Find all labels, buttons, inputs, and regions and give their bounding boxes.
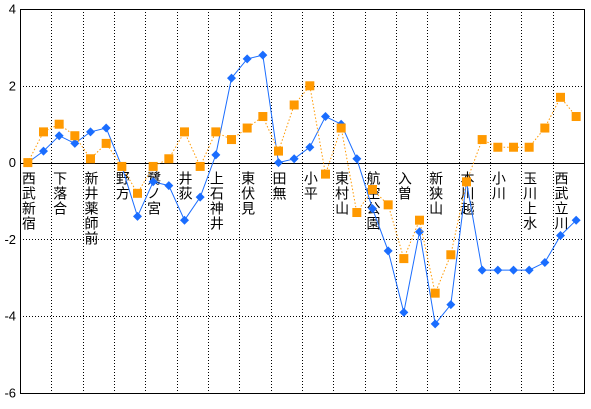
series-2-point [336, 123, 346, 133]
series-1-point [133, 211, 142, 221]
series-1-point [242, 54, 252, 64]
x-tick-label: 小川 [489, 170, 506, 201]
series-1-point [54, 131, 64, 141]
series-2-point [117, 161, 127, 171]
series-1-point [289, 154, 299, 164]
series-2-point [305, 81, 315, 91]
y-tick-label: -4 [4, 309, 16, 324]
series-2-point [274, 146, 283, 156]
series-1-point [86, 127, 95, 137]
series-1-point [540, 257, 550, 267]
series-2-point [211, 127, 221, 137]
series-1-point [368, 204, 377, 214]
series-1-point [524, 265, 534, 275]
series-1-point [70, 138, 80, 148]
series-1-point [258, 50, 268, 60]
series-1-point [430, 319, 440, 329]
series-2-point [23, 158, 33, 168]
series-2-point [227, 135, 236, 145]
x-tick-label: 東伏見 [239, 170, 256, 216]
series-2-point [195, 161, 205, 171]
x-tick-label: 東村山 [333, 170, 350, 216]
series-2-point [446, 250, 456, 260]
series-2-point [101, 138, 111, 148]
series-2-point [180, 127, 189, 137]
series-1-point [556, 231, 565, 241]
series-1-point [383, 246, 393, 256]
series-1-point [227, 73, 236, 83]
y-tick-label: 2 [9, 78, 16, 93]
series-2-point [352, 208, 362, 218]
x-tick-label: 西武新宿 [19, 170, 36, 231]
y-tick-label: 0 [9, 155, 16, 170]
series-2-point [540, 123, 550, 133]
plot-area-border [20, 9, 585, 394]
series-1-point [211, 150, 221, 160]
y-tick-label: -6 [4, 386, 16, 401]
series-2-point [430, 288, 440, 298]
series-1-point [305, 142, 315, 152]
series-1-point [180, 215, 189, 225]
series-2-point [368, 184, 377, 194]
series-2-point [86, 154, 95, 164]
series-2-point [148, 161, 158, 171]
series-1-point [195, 192, 205, 202]
series-2-point [289, 100, 299, 110]
series-1-point [274, 158, 283, 168]
series-2-point [462, 177, 471, 187]
series-2-point [415, 215, 424, 225]
series-1-point [321, 112, 330, 122]
series-2-point [399, 254, 409, 264]
x-tick-label: 新井薬師前 [82, 170, 99, 246]
series-1-point [493, 265, 503, 275]
series-2-point [70, 131, 80, 141]
series-1-point [39, 146, 48, 156]
series-2-point [39, 127, 48, 137]
series-1-point [164, 181, 174, 191]
y-tick-label: 4 [9, 2, 16, 17]
series-1-point [509, 265, 518, 275]
x-tick-label: 田無 [270, 170, 287, 201]
series-1-point [352, 154, 362, 164]
series-2-point [509, 142, 518, 152]
y-tick-label: -2 [4, 232, 16, 247]
series-1-point [446, 300, 456, 310]
series-2-point [133, 188, 142, 198]
series-1-point [477, 265, 487, 275]
series-1-point [101, 123, 111, 133]
x-tick-label: 下落合 [51, 170, 68, 216]
series-2-point [164, 154, 174, 164]
series-2-point [571, 112, 581, 122]
series-2-point [493, 142, 503, 152]
series-2-point [321, 169, 330, 179]
x-tick-label: 玉川上水 [521, 170, 538, 231]
series-2-point [54, 119, 64, 129]
series-2-point [383, 200, 393, 210]
x-tick-label: 上石神井 [207, 170, 224, 231]
series-2-point [524, 142, 534, 152]
x-tick-label: 小平 [301, 170, 318, 201]
series-2-line [27, 84, 577, 295]
series-1-point [148, 177, 158, 187]
series-2-point [242, 123, 252, 133]
series-1-point [415, 227, 424, 237]
x-tick-label: 新狭山 [427, 170, 444, 216]
series-1-point [571, 215, 581, 225]
series-2-point [477, 135, 487, 145]
x-tick-label: 入曽 [395, 170, 412, 201]
series-1-point [399, 307, 409, 317]
series-2-point [258, 112, 268, 122]
x-tick-label: 西武立川 [552, 170, 569, 231]
x-tick-label: 井荻 [176, 170, 193, 201]
series-2-point [556, 92, 565, 102]
